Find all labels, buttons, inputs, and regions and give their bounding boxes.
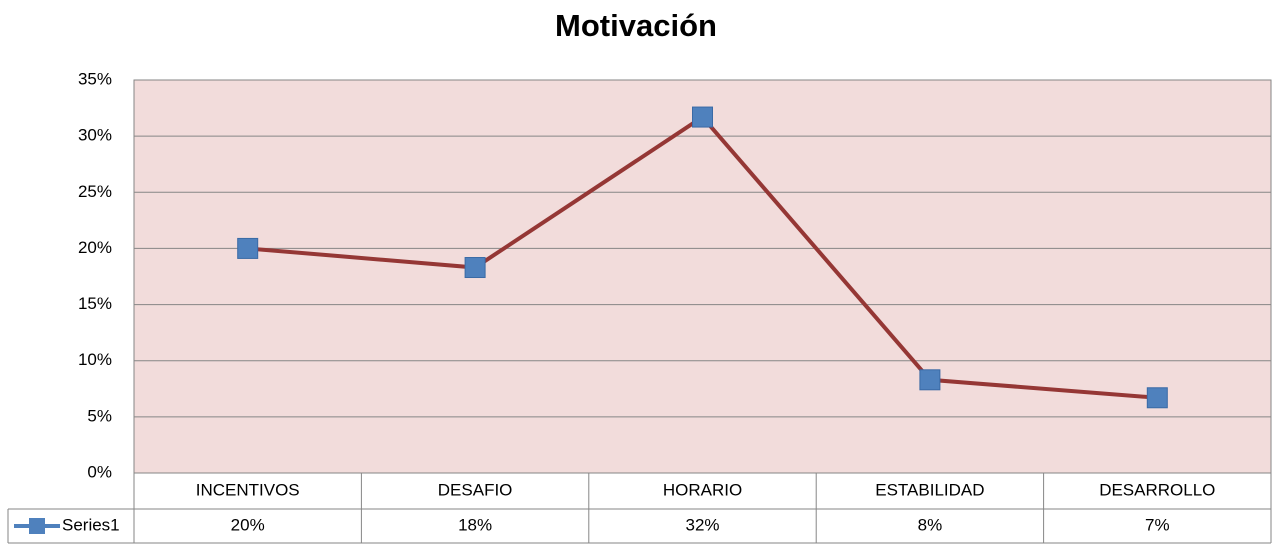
y-tick-label: 10%	[78, 350, 112, 369]
y-tick-label: 15%	[78, 294, 112, 313]
x-tick-label: INCENTIVOS	[196, 480, 300, 499]
marker	[919, 369, 941, 391]
y-tick-label: 35%	[78, 69, 112, 88]
table-value: 8%	[918, 515, 943, 534]
legend-marker	[29, 518, 45, 534]
y-tick-label: 0%	[87, 462, 112, 481]
table-value: 20%	[231, 515, 265, 534]
table-value: 32%	[685, 515, 719, 534]
x-tick-label: HORARIO	[663, 480, 742, 499]
marker	[1146, 387, 1168, 409]
x-tick-label: ESTABILIDAD	[875, 480, 984, 499]
table-value: 18%	[458, 515, 492, 534]
table-value: 7%	[1145, 515, 1170, 534]
y-tick-label: 30%	[78, 126, 112, 145]
marker	[237, 237, 259, 259]
marker	[692, 106, 713, 128]
chart-title: Motivación	[555, 8, 717, 43]
marker	[464, 257, 486, 279]
legend-label: Series1	[62, 515, 120, 534]
y-tick-label: 5%	[87, 406, 112, 425]
x-tick-label: DESAFIO	[438, 480, 513, 499]
plot-area	[133, 79, 1272, 474]
y-tick-label: 20%	[78, 238, 112, 257]
y-tick-label: 25%	[78, 182, 112, 201]
x-tick-label: DESARROLLO	[1099, 480, 1215, 499]
